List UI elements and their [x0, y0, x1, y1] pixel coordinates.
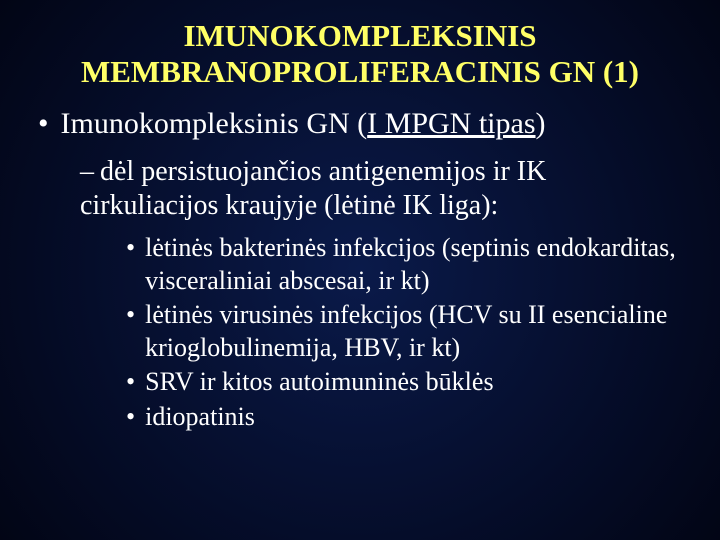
bullet-level1-text: Imunokompleksinis GN (I MPGN tipas)	[61, 107, 546, 141]
dash-icon: –	[80, 156, 94, 187]
bullet1-prefix: Imunokompleksinis GN (	[61, 107, 368, 140]
bullet-dot-icon: •	[126, 366, 135, 399]
bullet-level3-item: • lėtinės virusinės infekcijos (HCV su I…	[126, 299, 690, 364]
title-line-1: IMUNOKOMPLEKSINIS	[183, 18, 536, 53]
bullet-level3-group: • lėtinės bakterinės infekcijos (septini…	[126, 232, 690, 433]
bullet-level2: –dėl persistuojančios antigenemijos ir I…	[80, 155, 690, 222]
bullet-level3-text: idiopatinis	[145, 401, 255, 434]
bullet-level3-text: lėtinės bakterinės infekcijos (septinis …	[145, 232, 690, 297]
bullet-level1: • Imunokompleksinis GN (I MPGN tipas)	[38, 107, 690, 141]
bullet-dot-icon: •	[126, 232, 135, 265]
bullet-level3-item: • SRV ir kitos autoimuninės būklės	[126, 366, 690, 399]
bullet-level3-item: • lėtinės bakterinės infekcijos (septini…	[126, 232, 690, 297]
bullet-dot-icon: •	[38, 107, 49, 141]
bullet1-suffix: )	[536, 107, 546, 140]
bullet-dot-icon: •	[126, 401, 135, 434]
title-line-2: MEMBRANOPROLIFERACINIS GN (1)	[81, 54, 639, 89]
bullet-dot-icon: •	[126, 299, 135, 332]
bullet1-underlined: I MPGN tipas	[367, 107, 535, 140]
bullet-level3-item: • idiopatinis	[126, 401, 690, 434]
bullet-level3-text: lėtinės virusinės infekcijos (HCV su II …	[145, 299, 690, 364]
bullet-level3-text: SRV ir kitos autoimuninės būklės	[145, 366, 493, 399]
bullet-level2-text: dėl persistuojančios antigenemijos ir IK…	[80, 156, 546, 221]
slide-title: IMUNOKOMPLEKSINIS MEMBRANOPROLIFERACINIS…	[30, 18, 690, 89]
